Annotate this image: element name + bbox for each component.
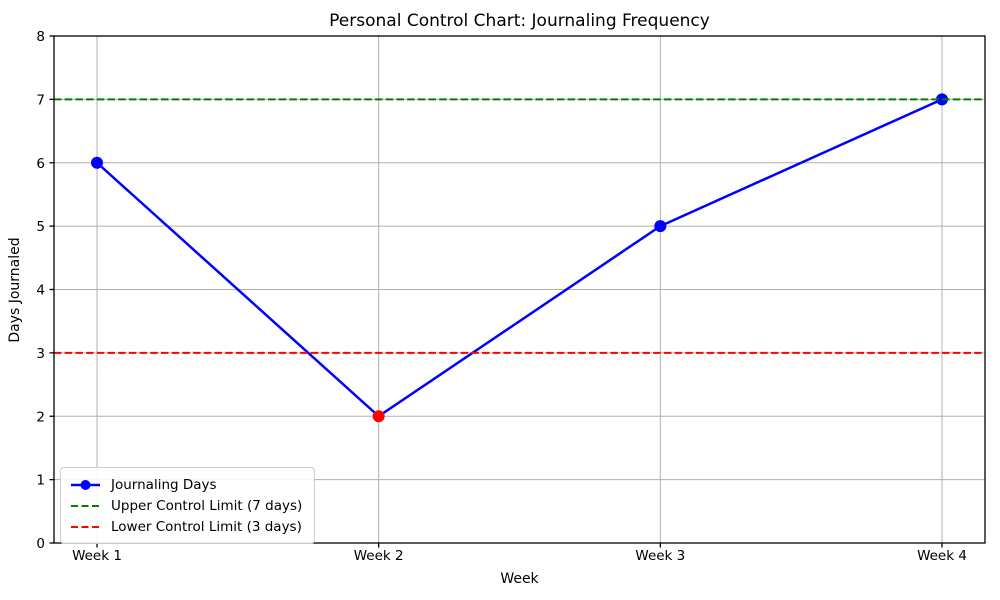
svg-text:6: 6	[36, 156, 45, 172]
chart-title: Personal Control Chart: Journaling Frequ…	[329, 11, 710, 31]
svg-text:8: 8	[36, 29, 45, 45]
svg-text:Week 4: Week 4	[917, 548, 967, 564]
svg-text:5: 5	[36, 219, 45, 235]
legend-dashed-line-icon	[71, 525, 100, 528]
svg-text:2: 2	[36, 409, 45, 425]
legend-item-upper-control-limit: Upper Control Limit (7 days)	[69, 495, 302, 516]
legend-item-journaling-days: Journaling Days	[69, 474, 302, 495]
legend: Journaling Days Upper Control Limit (7 d…	[60, 467, 316, 544]
svg-text:4: 4	[36, 283, 45, 299]
legend-line-marker-icon	[71, 479, 100, 490]
y-axis-label: Days Journaled	[7, 237, 23, 343]
svg-text:7: 7	[36, 92, 45, 108]
legend-item-lower-control-limit: Lower Control Limit (3 days)	[69, 516, 302, 537]
svg-text:3: 3	[36, 346, 45, 362]
x-axis-label: Week	[500, 571, 539, 587]
svg-text:Week 3: Week 3	[635, 548, 685, 564]
legend-label: Upper Control Limit (7 days)	[111, 497, 303, 514]
legend-label: Lower Control Limit (3 days)	[111, 518, 302, 535]
svg-text:Week 1: Week 1	[72, 548, 122, 564]
svg-text:0: 0	[36, 536, 45, 552]
legend-dashed-line-icon	[71, 504, 100, 507]
svg-text:1: 1	[36, 473, 45, 489]
legend-label: Journaling Days	[111, 476, 217, 493]
svg-text:Week 2: Week 2	[354, 548, 404, 564]
